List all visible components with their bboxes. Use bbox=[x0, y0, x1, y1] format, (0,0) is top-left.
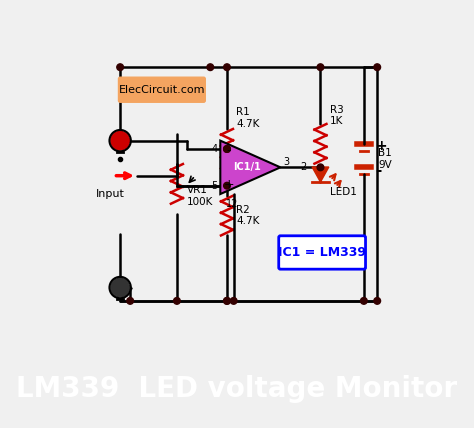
Circle shape bbox=[224, 64, 230, 71]
FancyBboxPatch shape bbox=[118, 77, 205, 102]
Text: LM339  LED voltage Monitor: LM339 LED voltage Monitor bbox=[17, 375, 457, 404]
Text: 12: 12 bbox=[226, 199, 238, 209]
Text: -: - bbox=[375, 163, 382, 178]
Circle shape bbox=[374, 297, 381, 304]
Text: 4: 4 bbox=[211, 144, 218, 154]
Text: B1
9V: B1 9V bbox=[378, 148, 392, 170]
Text: 2: 2 bbox=[301, 162, 307, 172]
FancyBboxPatch shape bbox=[279, 236, 365, 269]
Circle shape bbox=[317, 64, 324, 71]
Circle shape bbox=[117, 64, 124, 71]
Text: +: + bbox=[223, 178, 234, 190]
Text: LED1: LED1 bbox=[330, 187, 357, 197]
Circle shape bbox=[224, 297, 230, 304]
Polygon shape bbox=[220, 141, 281, 194]
Circle shape bbox=[127, 297, 134, 304]
Circle shape bbox=[111, 131, 129, 150]
Circle shape bbox=[173, 297, 180, 304]
Text: Input: Input bbox=[96, 189, 125, 199]
Text: IC1 = LM339: IC1 = LM339 bbox=[278, 246, 366, 259]
Polygon shape bbox=[312, 167, 329, 182]
Circle shape bbox=[207, 64, 214, 71]
Text: 5: 5 bbox=[211, 181, 218, 191]
Text: VR1
100K: VR1 100K bbox=[187, 185, 213, 207]
Circle shape bbox=[317, 164, 324, 171]
Circle shape bbox=[224, 297, 230, 304]
Text: +: + bbox=[375, 139, 387, 153]
Circle shape bbox=[111, 278, 129, 297]
Text: -: - bbox=[227, 144, 231, 157]
Circle shape bbox=[224, 182, 230, 189]
Text: R3
1K: R3 1K bbox=[330, 104, 344, 126]
Circle shape bbox=[361, 297, 367, 304]
Circle shape bbox=[230, 297, 237, 304]
Text: R1
4.7K: R1 4.7K bbox=[237, 107, 260, 129]
Text: R2
4.7K: R2 4.7K bbox=[237, 205, 260, 226]
Circle shape bbox=[374, 64, 381, 71]
Text: ElecCircuit.com: ElecCircuit.com bbox=[118, 85, 205, 95]
Text: 3: 3 bbox=[283, 158, 289, 167]
Circle shape bbox=[224, 146, 230, 152]
Text: IC1/1: IC1/1 bbox=[233, 162, 261, 172]
Circle shape bbox=[224, 146, 230, 152]
